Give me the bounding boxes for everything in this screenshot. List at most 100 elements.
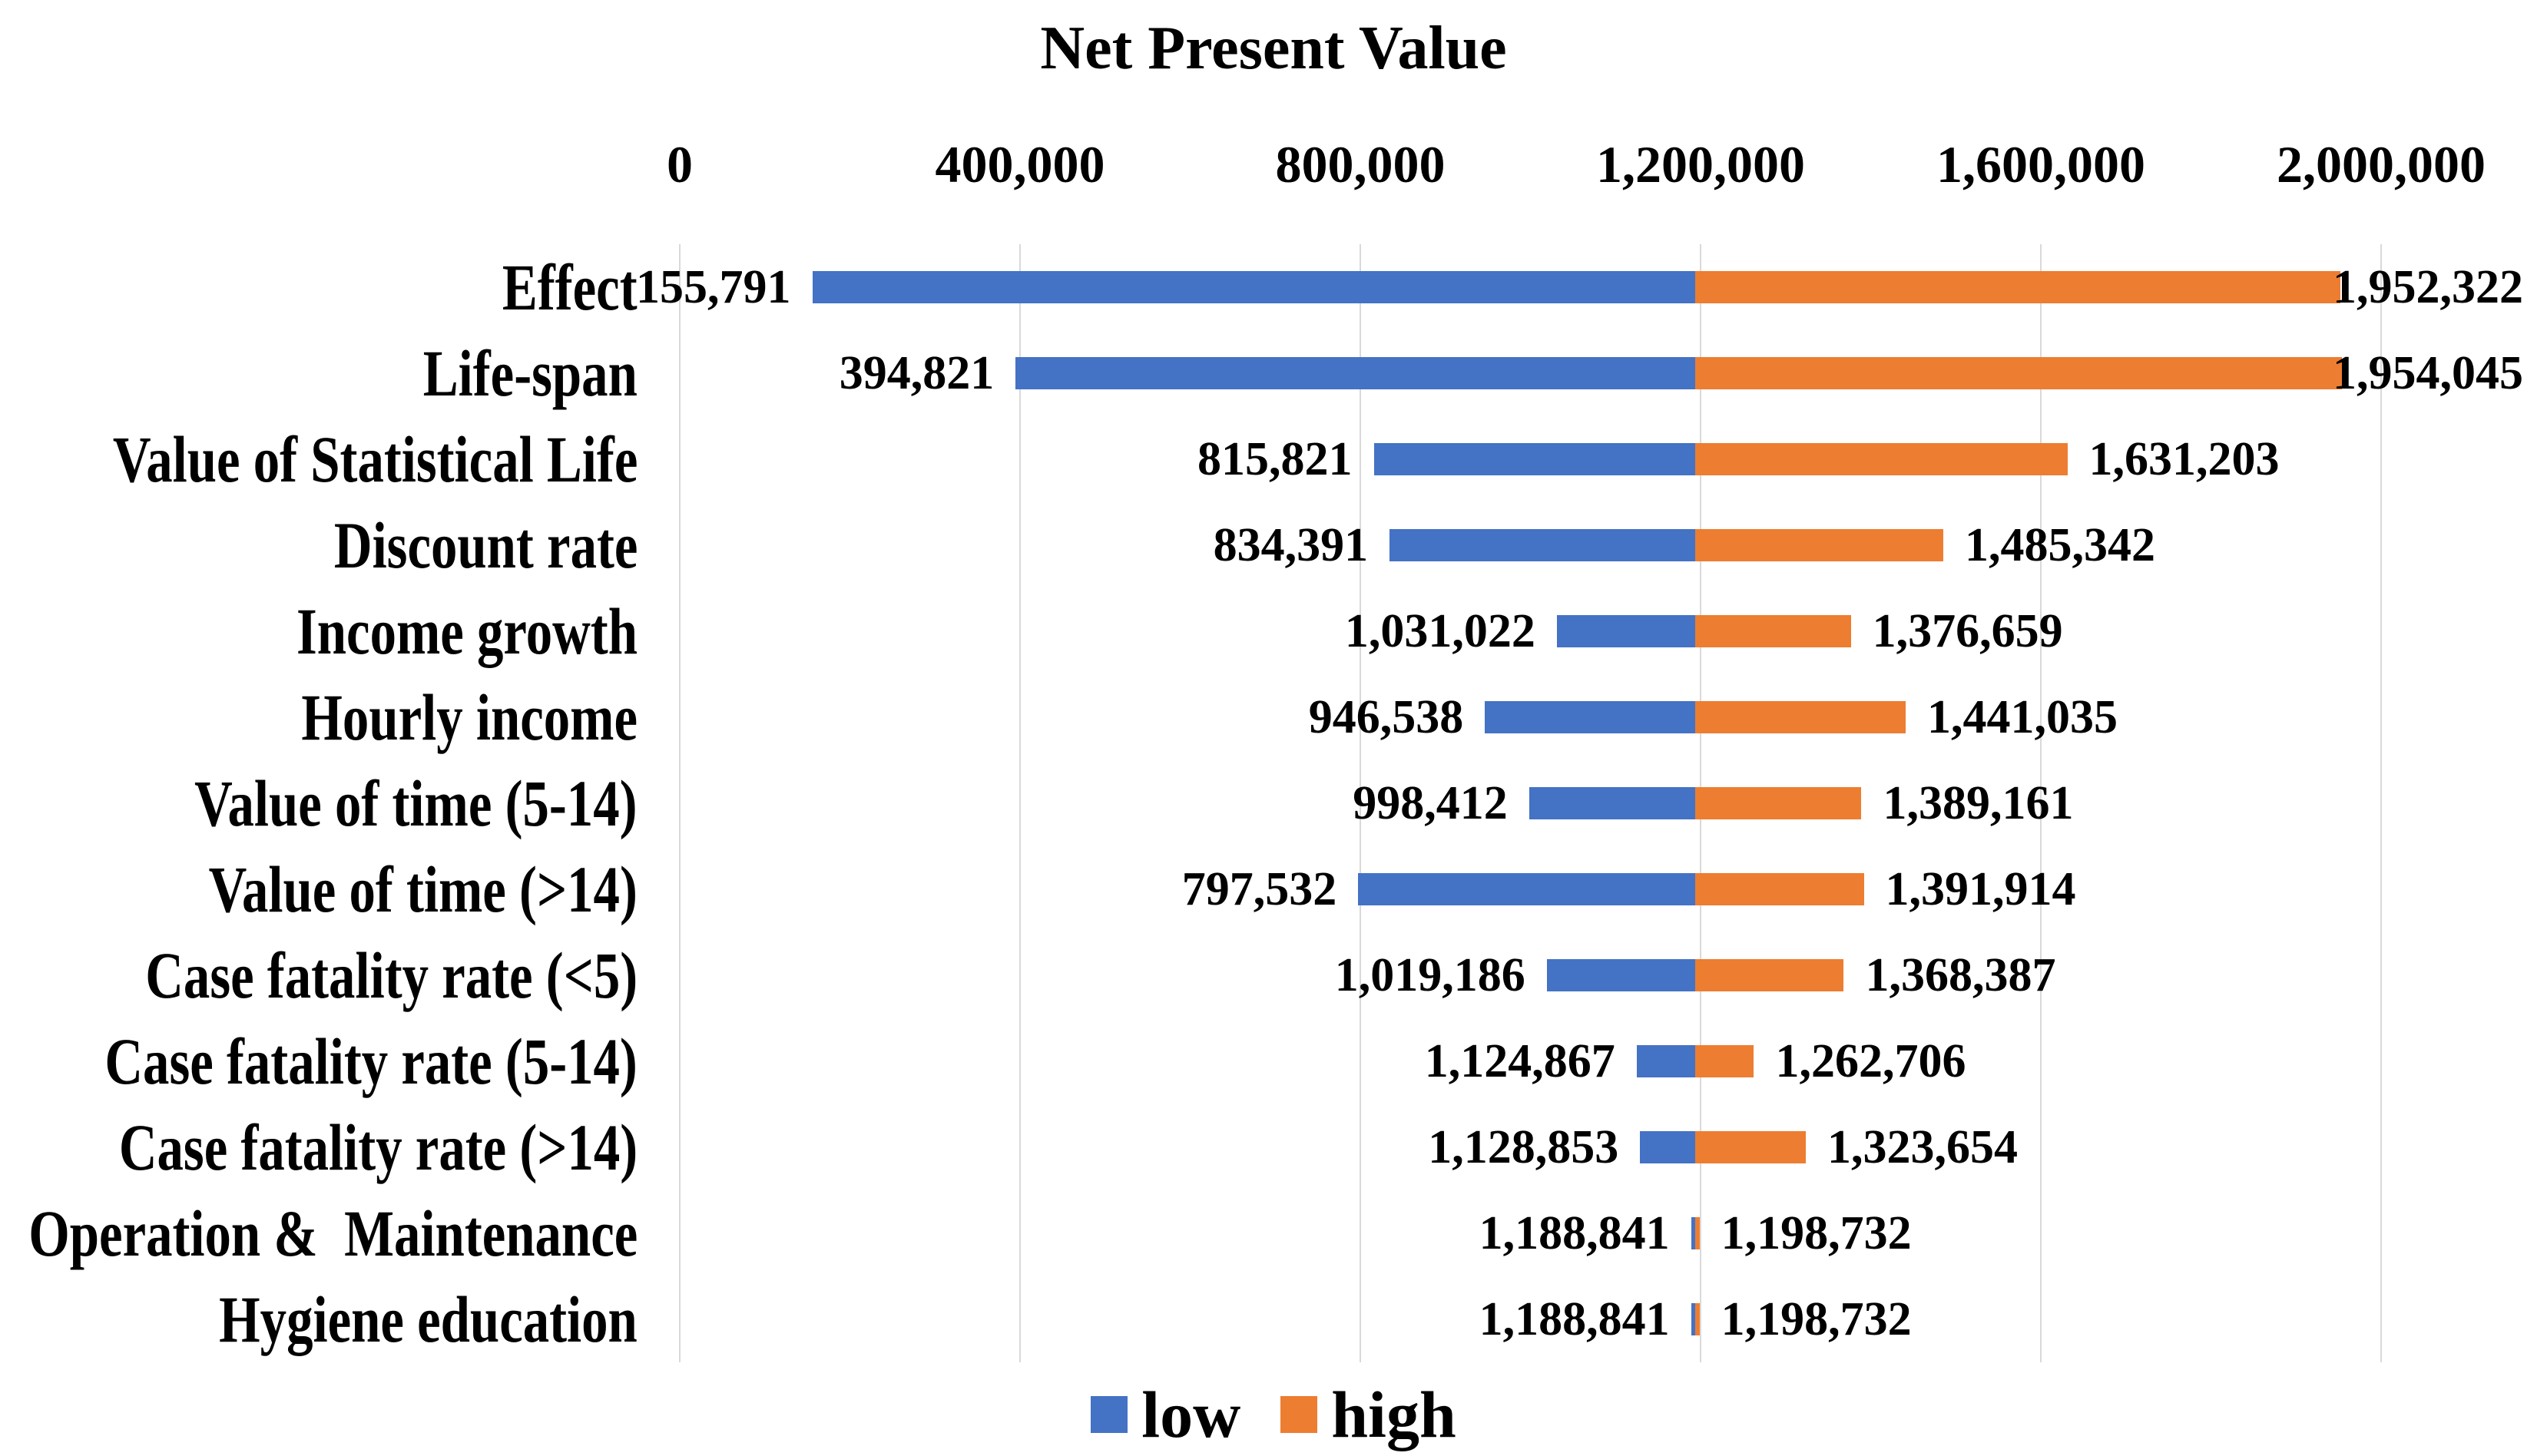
high-value-label: 1,389,161 bbox=[1883, 776, 2074, 829]
low-value-label: 1,124,867 bbox=[1424, 1034, 1615, 1087]
low-bar bbox=[1015, 357, 1696, 389]
legend-item-high: high bbox=[1280, 1376, 1456, 1453]
bar-row: Income growth 1,031,022 1,376,659 bbox=[296, 588, 2381, 674]
legend-item-low: low bbox=[1091, 1376, 1240, 1453]
x-axis: 0 400,000 800,000 1,200,000 1,600,000 2,000,0… bbox=[667, 129, 2486, 200]
low-value-label: 797,532 bbox=[1181, 862, 1337, 915]
bar-row: Effect 155,791 1,952,322 bbox=[502, 244, 2523, 330]
low-bar bbox=[1640, 1131, 1696, 1163]
bar-row: Discount rate 834,391 1,485,342 bbox=[333, 502, 2381, 588]
high-bar bbox=[1695, 959, 1844, 991]
high-value-label: 1,376,659 bbox=[1872, 604, 2063, 657]
low-bar bbox=[1636, 1045, 1696, 1077]
bar-row: Value of Statistical Life 815,821 1,631,20… bbox=[113, 416, 2381, 502]
legend-high-label: high bbox=[1331, 1378, 1456, 1451]
low-value-label: 1,128,853 bbox=[1428, 1120, 1619, 1173]
high-bar bbox=[1695, 357, 2343, 389]
low-value-label: 155,791 bbox=[636, 260, 791, 313]
high-value-label: 1,198,732 bbox=[1721, 1206, 1912, 1259]
x-axis-tick-label: 800,000 bbox=[1275, 135, 1446, 194]
gridline bbox=[1360, 244, 1361, 1362]
high-bar bbox=[1695, 1045, 1754, 1077]
legend: low high bbox=[0, 1376, 2547, 1453]
x-axis-tick-label: 400,000 bbox=[935, 135, 1105, 194]
high-bar bbox=[1695, 271, 2341, 303]
category-label: Discount rate bbox=[333, 508, 638, 582]
high-value-label: 1,441,035 bbox=[1926, 690, 2118, 743]
low-bar bbox=[1691, 1217, 1696, 1249]
category-label: Value of Statistical Life bbox=[112, 422, 638, 496]
low-bar bbox=[1485, 701, 1696, 733]
low-value-label: 1,031,022 bbox=[1344, 604, 1535, 657]
high-bar bbox=[1695, 873, 1864, 905]
category-label: Operation & Maintenance bbox=[28, 1196, 638, 1270]
bar-row: Hourly income 946,538 1,441,035 bbox=[301, 674, 2381, 760]
bar-row: Case fatality rate (5-14) 1,124,867 1,262,… bbox=[105, 1018, 2381, 1104]
legend-low-label: low bbox=[1141, 1378, 1241, 1451]
low-bar bbox=[1389, 529, 1696, 561]
low-bar bbox=[1529, 787, 1696, 819]
high-value-label: 1,198,732 bbox=[1721, 1292, 1912, 1345]
gridline bbox=[1019, 244, 1021, 1362]
high-value-label: 1,954,045 bbox=[2333, 346, 2523, 399]
low-value-label: 946,538 bbox=[1308, 690, 1464, 743]
gridline bbox=[2380, 244, 2382, 1362]
x-axis-tick-label: 2,000,000 bbox=[2277, 135, 2486, 194]
high-value-label: 1,368,387 bbox=[1865, 948, 2056, 1001]
low-value-label: 834,391 bbox=[1213, 518, 1369, 571]
category-label: Case fatality rate (<5) bbox=[145, 938, 638, 1012]
bar-row: Operation & Maintenance 1,188,841 1,198,73… bbox=[28, 1190, 2381, 1276]
legend-high-swatch bbox=[1280, 1396, 1318, 1433]
low-value-label: 1,188,841 bbox=[1479, 1292, 1670, 1345]
low-bar bbox=[1358, 873, 1696, 905]
category-label: Case fatality rate (>14) bbox=[118, 1110, 638, 1184]
plot-area: Effect 155,791 1,952,322 Life-span 394,821 1,… bbox=[28, 244, 2523, 1362]
gridline bbox=[679, 244, 681, 1362]
high-bar bbox=[1695, 615, 1851, 647]
low-value-label: 998,412 bbox=[1353, 776, 1508, 829]
chart-title: Net Present Value bbox=[1040, 15, 1507, 82]
high-bar bbox=[1695, 1217, 1700, 1249]
high-bar bbox=[1695, 701, 1906, 733]
bar-row: Life-span 394,821 1,954,045 bbox=[423, 330, 2523, 416]
high-bar bbox=[1695, 1131, 1806, 1163]
high-value-label: 1,262,706 bbox=[1775, 1034, 1966, 1087]
low-bar bbox=[1556, 615, 1696, 647]
bar-row: Hygiene education 1,188,841 1,198,732 bbox=[219, 1276, 2381, 1362]
category-label: Value of time (>14) bbox=[208, 852, 638, 926]
high-bar bbox=[1695, 1303, 1700, 1335]
low-value-label: 394,821 bbox=[839, 346, 995, 399]
category-label: Value of time (5-14) bbox=[194, 766, 638, 840]
high-value-label: 1,485,342 bbox=[1965, 518, 2156, 571]
bar-row: Value of time (5-14) 998,412 1,389,161 bbox=[195, 760, 2381, 846]
high-bar bbox=[1695, 787, 1862, 819]
category-label: Income growth bbox=[296, 594, 638, 668]
low-bar bbox=[812, 271, 1696, 303]
high-bar bbox=[1695, 529, 1943, 561]
low-value-label: 1,019,186 bbox=[1334, 948, 1525, 1001]
x-axis-tick-label: 1,200,000 bbox=[1596, 135, 1805, 194]
x-axis-tick-label: 0 bbox=[667, 135, 693, 194]
category-label: Case fatality rate (5-14) bbox=[104, 1024, 638, 1098]
gridline bbox=[2040, 244, 2042, 1362]
low-bar bbox=[1373, 443, 1696, 475]
category-label: Life-span bbox=[422, 336, 638, 410]
high-value-label: 1,323,654 bbox=[1827, 1120, 2018, 1173]
low-value-label: 1,188,841 bbox=[1479, 1206, 1670, 1259]
category-label: Effect bbox=[502, 250, 638, 324]
category-label: Hourly income bbox=[301, 680, 638, 754]
high-value-label: 1,952,322 bbox=[2333, 260, 2523, 313]
low-bar bbox=[1691, 1303, 1696, 1335]
high-bar bbox=[1695, 443, 2068, 475]
low-bar bbox=[1546, 959, 1696, 991]
low-value-label: 815,821 bbox=[1197, 432, 1353, 485]
legend-low-swatch bbox=[1091, 1396, 1128, 1433]
bar-row: Case fatality rate (<5) 1,019,186 1,368,38… bbox=[145, 932, 2381, 1018]
high-value-label: 1,631,203 bbox=[2088, 432, 2280, 485]
bar-row: Value of time (>14) 797,532 1,391,914 bbox=[209, 846, 2381, 932]
bar-row: Case fatality rate (>14) 1,128,853 1,323,6… bbox=[119, 1104, 2381, 1190]
category-label: Hygiene education bbox=[219, 1282, 638, 1356]
high-value-label: 1,391,914 bbox=[1885, 862, 2076, 915]
x-axis-tick-label: 1,600,000 bbox=[1936, 135, 2145, 194]
